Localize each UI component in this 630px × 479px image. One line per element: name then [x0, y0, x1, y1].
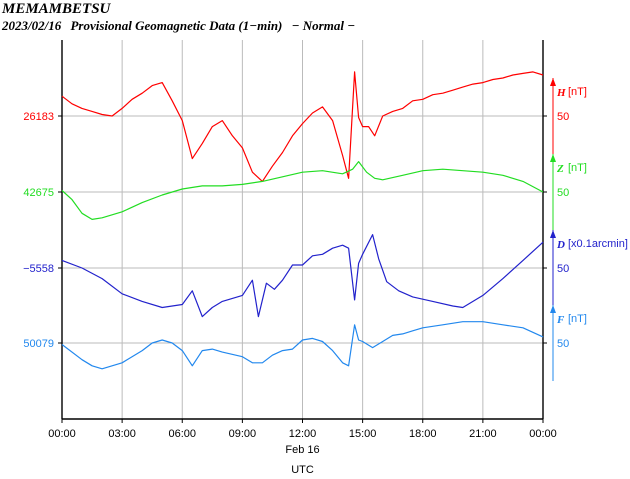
- x-tick-label: 15:00: [349, 428, 377, 440]
- station-title: MEMAMBETSU: [2, 1, 111, 17]
- base-value-label-h: 26183: [23, 111, 54, 123]
- component-unit-f: [nT]: [568, 313, 587, 325]
- scale-value-label-f: 50: [557, 338, 569, 350]
- base-value-label-f: 50079: [23, 338, 54, 350]
- series-line-f: [61, 321, 544, 370]
- x-tick-label: 06:00: [168, 428, 196, 440]
- series-line-h: [61, 71, 544, 182]
- x-date-label: Feb 16: [285, 444, 319, 456]
- x-tick-label: 03:00: [108, 428, 136, 440]
- date-label: 2023/02/16: [2, 18, 62, 33]
- scale-arrowhead-h: [550, 78, 556, 86]
- base-value-label-z: 42675: [23, 187, 54, 199]
- x-tick-label: 21:00: [469, 428, 497, 440]
- scale-value-label-z: 50: [557, 187, 569, 199]
- status-label: − Normal −: [291, 18, 356, 33]
- scale-arrowhead-f: [550, 305, 556, 313]
- component-name-f: F: [556, 314, 565, 326]
- x-tick-label: 00:00: [529, 428, 557, 440]
- base-value-label-d: −5558: [23, 263, 54, 275]
- scale-arrowhead-z: [550, 154, 556, 162]
- component-name-z: Z: [556, 163, 564, 175]
- series-line-d: [61, 234, 544, 318]
- x-tick-label: 09:00: [229, 428, 257, 440]
- scale-arrowhead-d: [550, 230, 556, 238]
- component-unit-z: [nT]: [568, 162, 587, 174]
- x-tick-label: 18:00: [409, 428, 437, 440]
- component-name-h: H: [556, 87, 566, 99]
- x-tick-label: 00:00: [48, 428, 76, 440]
- component-unit-h: [nT]: [568, 86, 587, 98]
- chart-subtitle: 2023/02/16 Provisional Geomagnetic Data …: [2, 18, 361, 34]
- scale-value-label-h: 50: [557, 111, 569, 123]
- series-line-z: [61, 161, 544, 220]
- scale-value-label-d: 50: [557, 263, 569, 275]
- x-axis-label: UTC: [291, 464, 314, 476]
- description-label: Provisional Geomagnetic Data (1−min): [70, 18, 283, 33]
- component-unit-d: [x0.1arcmin]: [568, 238, 628, 250]
- x-tick-label: 12:00: [289, 428, 317, 440]
- component-name-d: D: [556, 239, 565, 251]
